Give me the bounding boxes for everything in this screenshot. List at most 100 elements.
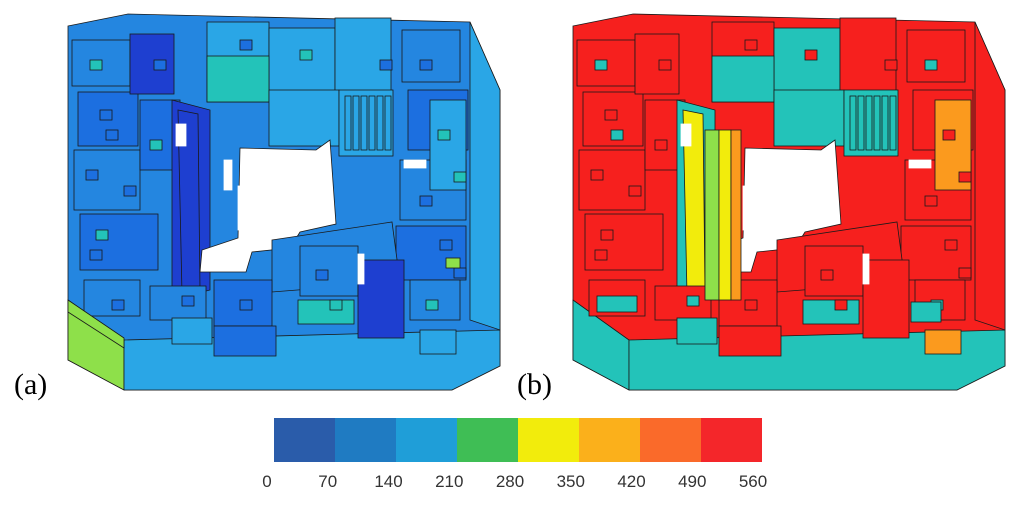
edge-accent bbox=[67, 299, 125, 349]
scale-swatch-3 bbox=[457, 418, 518, 462]
detail-cube bbox=[884, 59, 898, 71]
central-block bbox=[357, 259, 405, 339]
right-bevel-face bbox=[974, 21, 1006, 331]
tower-band bbox=[206, 55, 270, 103]
central-block bbox=[862, 259, 910, 339]
rib bbox=[857, 95, 865, 151]
detail-cube bbox=[419, 59, 433, 71]
detail-cube bbox=[942, 129, 956, 141]
tower-band bbox=[268, 89, 340, 147]
scale-swatch-2 bbox=[396, 418, 457, 462]
rib bbox=[873, 95, 881, 151]
detail-cube bbox=[834, 299, 848, 311]
scale-tick-label: 490 bbox=[678, 472, 707, 491]
color-scale-ticks: 0 70 140 210 280 350 420 490 560 bbox=[0, 472, 1024, 496]
detail-cube bbox=[181, 295, 195, 307]
rib bbox=[881, 95, 889, 151]
detail-cube bbox=[628, 185, 642, 197]
tower-block bbox=[334, 17, 392, 93]
rib bbox=[849, 95, 857, 151]
scale-tick-label: 140 bbox=[374, 472, 403, 491]
scale-swatch-1 bbox=[335, 418, 396, 462]
lower-step bbox=[297, 299, 355, 325]
small-opening bbox=[680, 123, 692, 147]
detail-cube bbox=[425, 299, 439, 311]
gradient-band bbox=[718, 129, 732, 301]
tower-block bbox=[839, 17, 897, 93]
left-wing-block bbox=[634, 33, 680, 95]
small-opening bbox=[403, 159, 427, 169]
left-wing-block bbox=[73, 149, 141, 211]
rib bbox=[352, 95, 360, 151]
small-opening bbox=[223, 159, 233, 191]
lower-step bbox=[802, 299, 860, 325]
panel-a-structure-map bbox=[67, 13, 501, 391]
rib bbox=[376, 95, 384, 151]
detail-cube bbox=[924, 59, 938, 71]
detail-cube bbox=[439, 239, 453, 251]
gradient-band bbox=[730, 129, 742, 301]
detail-cube bbox=[820, 269, 834, 281]
detail-cube bbox=[437, 129, 451, 141]
panel-b-label: (b) bbox=[517, 368, 552, 401]
detail-cube bbox=[594, 249, 608, 261]
left-wing-block bbox=[79, 213, 159, 271]
detail-cube bbox=[804, 49, 818, 61]
detail-cube bbox=[924, 195, 938, 207]
central-block bbox=[718, 325, 782, 357]
left-wing-block bbox=[584, 213, 664, 271]
detail-cube bbox=[604, 109, 618, 121]
lower-step bbox=[171, 317, 213, 345]
detail-cube bbox=[89, 59, 103, 71]
edge-accent bbox=[445, 257, 461, 269]
detail-cube bbox=[329, 299, 343, 311]
detail-cube bbox=[99, 109, 113, 121]
detail-cube bbox=[239, 299, 253, 311]
edge-accent bbox=[910, 301, 942, 323]
detail-cube bbox=[958, 171, 972, 183]
edge-accent bbox=[596, 295, 638, 313]
tower-band bbox=[711, 55, 775, 103]
detail-cube bbox=[419, 195, 433, 207]
lower-step bbox=[676, 317, 718, 345]
scale-tick-label: 560 bbox=[738, 472, 768, 491]
scale-tick-label: 350 bbox=[556, 472, 585, 491]
panel-a-label: (a) bbox=[14, 368, 48, 401]
scale-swatch-4 bbox=[518, 418, 579, 462]
scale-tick-label: 0 bbox=[262, 472, 272, 491]
detail-cube bbox=[111, 299, 125, 311]
detail-cube bbox=[686, 295, 700, 307]
scale-swatch-6 bbox=[640, 418, 701, 462]
left-wing-block bbox=[129, 33, 175, 95]
detail-cube bbox=[149, 139, 163, 151]
detail-cube bbox=[89, 249, 103, 261]
detail-cube bbox=[594, 59, 608, 71]
detail-cube bbox=[610, 129, 624, 141]
detail-cube bbox=[123, 185, 137, 197]
scale-swatch-5 bbox=[579, 418, 640, 462]
detail-cube bbox=[658, 59, 672, 71]
right-wing-block bbox=[401, 29, 461, 83]
detail-cube bbox=[654, 139, 668, 151]
central-block bbox=[299, 245, 359, 297]
detail-cube bbox=[453, 267, 467, 279]
color-scale-bar bbox=[274, 418, 762, 462]
lower-step bbox=[924, 329, 962, 355]
small-opening bbox=[357, 253, 365, 285]
lower-block bbox=[409, 279, 461, 321]
detail-cube bbox=[453, 171, 467, 183]
detail-cube bbox=[944, 239, 958, 251]
detail-cube bbox=[153, 59, 167, 71]
small-opening bbox=[237, 185, 249, 231]
detail-cube bbox=[299, 49, 313, 61]
small-opening bbox=[862, 253, 870, 285]
detail-cube bbox=[315, 269, 329, 281]
rib bbox=[344, 95, 352, 151]
scale-swatch-0 bbox=[274, 418, 335, 462]
detail-cube bbox=[958, 267, 972, 279]
tower-band bbox=[773, 89, 845, 147]
right-bevel-face bbox=[469, 21, 501, 331]
scale-tick-label: 420 bbox=[617, 472, 646, 491]
detail-cube bbox=[600, 229, 614, 241]
detail-cube bbox=[95, 229, 109, 241]
